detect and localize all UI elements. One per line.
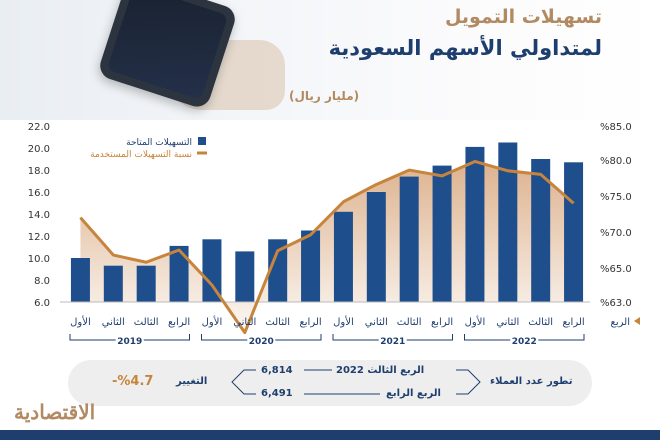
y-left-tick: 14.0 xyxy=(28,210,50,221)
bar xyxy=(531,159,551,302)
bar xyxy=(301,230,321,302)
q4-value: 6,491 xyxy=(261,388,293,399)
title-line-2: لمتداولي الأسهم السعودية xyxy=(328,36,602,60)
year-bracket xyxy=(275,334,322,341)
x-tick-label: الثاني xyxy=(496,317,519,328)
x-tick-label: الثالث xyxy=(134,317,159,328)
y-left-tick: 12.0 xyxy=(28,232,50,243)
bar xyxy=(366,192,386,302)
y-right-tick: %85.0 xyxy=(600,122,632,133)
q4-label: الربع الرابع xyxy=(386,388,441,399)
quarter-axis-label: الربع xyxy=(611,317,630,328)
change-value: %4.7- xyxy=(112,374,154,389)
year-label: 2019 xyxy=(117,337,142,347)
quarter-arrow-icon xyxy=(634,317,640,325)
year-bracket xyxy=(406,334,453,341)
year-label: 2021 xyxy=(380,337,405,347)
year-bracket xyxy=(201,334,248,341)
x-tick-label: الأول xyxy=(333,315,354,328)
chart-svg: 6.0 8.0 10.0 12.0 14.0 16.0 18.0 20.0 22.0 %63.0%… xyxy=(28,122,640,347)
clients-label: تطور عدد العملاء xyxy=(490,376,573,387)
y-right-tick: %70.0 xyxy=(600,228,632,239)
ratio-line xyxy=(79,159,575,335)
bar xyxy=(564,162,584,302)
bar xyxy=(103,265,123,302)
header-photo xyxy=(0,0,660,120)
y-right-tick: %75.0 xyxy=(600,192,632,203)
y-left-tick: 18.0 xyxy=(28,166,50,177)
q3-value: 6,814 xyxy=(261,365,293,376)
bar xyxy=(498,142,518,302)
x-tick-label: الثالث xyxy=(528,317,553,328)
y-right-tick: %65.0 xyxy=(600,264,632,275)
bar xyxy=(432,165,452,302)
x-tick-label: الثاني xyxy=(233,317,256,328)
footer-bar xyxy=(0,430,660,440)
x-tick-label: الثالث xyxy=(397,317,422,328)
y-left-tick: 22.0 xyxy=(28,122,50,133)
q3-label: الربع الثالث 2022 xyxy=(336,365,425,376)
bar xyxy=(333,211,353,302)
comparison-brackets xyxy=(231,369,481,395)
y-right-tick: %63.0 xyxy=(600,298,632,309)
y-left-tick: 10.0 xyxy=(28,254,50,265)
legend-line-label: نسبة التسهيلات المستخدمة xyxy=(90,150,192,160)
year-label: 2022 xyxy=(512,337,537,347)
bar xyxy=(136,265,156,302)
x-tick-label: الرابع xyxy=(562,317,584,328)
x-tick-label: الرابع xyxy=(168,317,190,328)
bar xyxy=(399,176,419,302)
comparison-panel: تطور عدد العملاء الربع الثالث 2022 6,814… xyxy=(68,360,592,406)
x-tick-label: الأول xyxy=(465,315,486,328)
unit-label: (مليار ريال) xyxy=(289,89,360,103)
x-tick-label: الأول xyxy=(202,315,223,328)
x-tick-label: الأول xyxy=(70,315,91,328)
x-tick-label: الثاني xyxy=(365,317,388,328)
year-bracket xyxy=(464,334,511,341)
x-tick-label: الرابع xyxy=(431,317,453,328)
bar xyxy=(465,146,485,302)
y-right-tick: %80.0 xyxy=(600,156,632,167)
bar xyxy=(70,258,90,302)
y-left-tick: 16.0 xyxy=(28,188,50,199)
x-tick-label: الثاني xyxy=(102,317,125,328)
year-bracket xyxy=(143,334,190,341)
y-left-tick: 6.0 xyxy=(34,298,50,309)
y-left-tick: 20.0 xyxy=(28,144,50,155)
y-left-tick: 8.0 xyxy=(34,276,50,287)
year-bracket xyxy=(332,334,379,341)
title-line-1: تسهيلات التمويل xyxy=(444,6,602,28)
change-label: التغيير xyxy=(176,376,208,387)
year-bracket xyxy=(69,334,116,341)
legend-bars-swatch xyxy=(198,137,206,145)
bar xyxy=(268,239,288,302)
bar xyxy=(169,245,189,302)
year-bracket xyxy=(538,334,585,341)
bar xyxy=(202,239,222,302)
x-tick-label: الثالث xyxy=(265,317,290,328)
logo: الاقتصادية xyxy=(14,400,96,424)
year-label: 2020 xyxy=(249,337,274,347)
x-tick-label: الرابع xyxy=(299,317,321,328)
bar xyxy=(235,251,255,302)
legend-bars-label: التسهيلات المتاحة xyxy=(126,138,192,148)
